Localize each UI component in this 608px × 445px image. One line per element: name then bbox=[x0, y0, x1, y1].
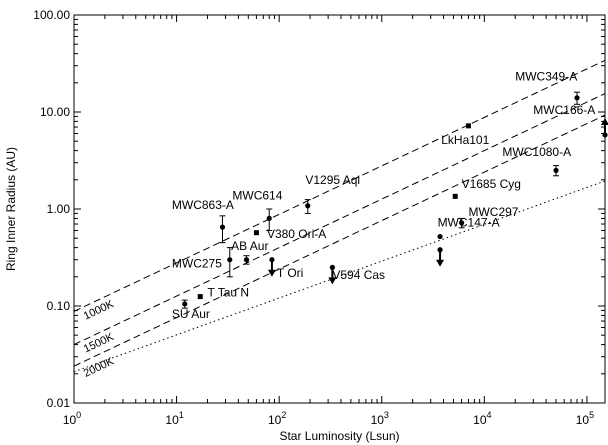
point-label: SU Aur bbox=[172, 307, 210, 321]
x-tick-label: 100 bbox=[63, 410, 81, 427]
point-label: MWC1080-A bbox=[502, 145, 571, 159]
plot-frame bbox=[73, 14, 606, 404]
data-point bbox=[452, 193, 458, 199]
point-label: V380 Ori-A bbox=[267, 227, 326, 241]
model-line-1500k bbox=[74, 93, 605, 346]
point-label: V1295 Aql bbox=[305, 173, 360, 187]
point-label: MWC147-A bbox=[438, 216, 500, 230]
point-label: T Tau N bbox=[207, 286, 249, 300]
data-point bbox=[197, 294, 203, 300]
axis-ticks bbox=[73, 14, 605, 404]
data-point bbox=[226, 247, 233, 278]
y-axis-title: Ring Inner Radius (AU) bbox=[4, 147, 18, 271]
point-label: V594 Cas bbox=[332, 268, 385, 282]
point-label: LkHa101 bbox=[441, 133, 489, 147]
point-label: MWC863-A bbox=[172, 198, 234, 212]
data-point bbox=[458, 217, 465, 229]
point-label: MWC349-A bbox=[515, 70, 577, 84]
line-label: 1000K bbox=[82, 298, 116, 323]
data-point bbox=[437, 233, 443, 240]
point-label: V1685 Cyg bbox=[462, 177, 521, 191]
point-label: T Ori bbox=[277, 266, 303, 280]
tick-labels: 100 101 102 103 104 105 0.01 0.10 1.00 10.00 100.0… bbox=[33, 8, 594, 427]
data-point bbox=[181, 299, 188, 309]
point-label: AB Aur bbox=[231, 239, 268, 253]
point-label: MWC614 bbox=[232, 189, 282, 203]
data-point bbox=[573, 91, 580, 105]
data-point bbox=[243, 255, 250, 265]
line-label: 2000K bbox=[82, 355, 116, 380]
x-tick-label: 104 bbox=[473, 410, 491, 427]
x-tick-label: 103 bbox=[371, 410, 389, 427]
data-point bbox=[328, 264, 337, 285]
model-line-1000k bbox=[74, 59, 605, 312]
y-tick-label: 100.00 bbox=[33, 8, 70, 22]
point-label: MWC297 bbox=[468, 205, 518, 219]
data-point bbox=[267, 257, 276, 277]
x-axis-title: Star Luminosity (Lsun) bbox=[279, 429, 399, 443]
y-tick-label: 10.00 bbox=[40, 105, 70, 119]
data-point bbox=[266, 208, 273, 232]
y-tick-label: 0.01 bbox=[47, 396, 71, 410]
data-point bbox=[304, 199, 311, 214]
data-point bbox=[253, 230, 259, 236]
y-tick-label: 1.00 bbox=[47, 202, 71, 216]
line-label: 1500K bbox=[82, 331, 116, 356]
x-tick-label: 102 bbox=[268, 410, 286, 427]
data-point bbox=[553, 165, 560, 177]
data-point bbox=[465, 123, 471, 129]
model-line-2000k bbox=[74, 114, 605, 367]
x-tick-label: 105 bbox=[576, 410, 594, 427]
data-point bbox=[219, 215, 226, 244]
point-label: MWC275 bbox=[172, 256, 222, 270]
x-tick-label: 101 bbox=[165, 410, 183, 427]
point-label: MWC166-A bbox=[533, 103, 595, 117]
y-tick-label: 0.10 bbox=[47, 299, 71, 313]
data-point bbox=[436, 247, 445, 267]
